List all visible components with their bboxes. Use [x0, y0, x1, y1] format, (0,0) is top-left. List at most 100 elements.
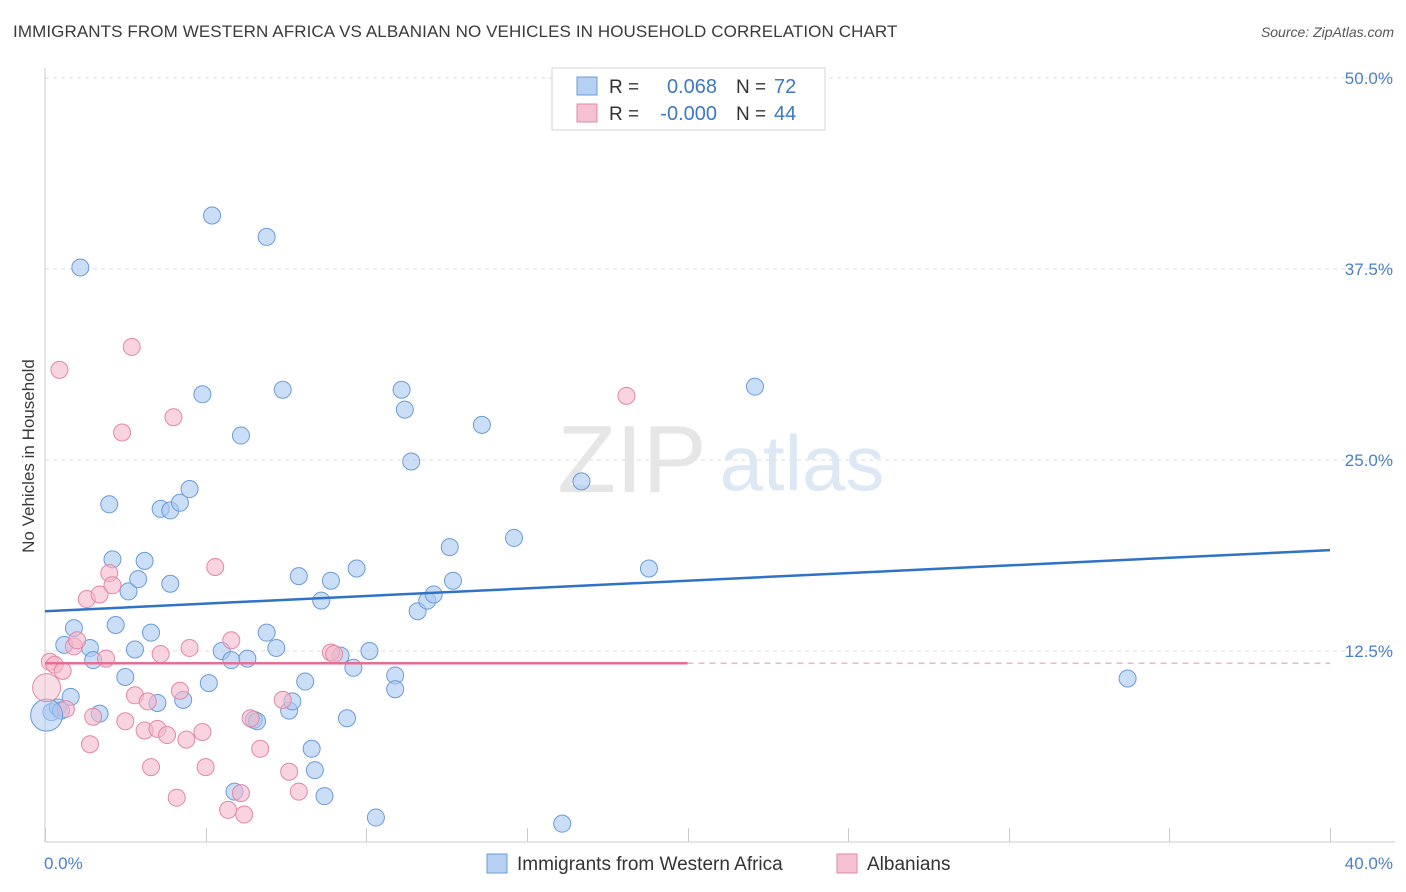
data-point [142, 758, 161, 777]
y-tick-label: 25.0% [1345, 451, 1393, 470]
legend-stats: R = 0.068 N = 72 R = -0.000 N = 44 [551, 67, 826, 131]
data-point [164, 408, 183, 427]
legend-swatch [576, 103, 598, 123]
x-tick-label-right: 40.0% [1345, 854, 1393, 873]
data-point [206, 557, 225, 576]
data-point [392, 380, 411, 399]
data-point [472, 415, 491, 434]
data-point [158, 726, 177, 745]
data-point [231, 784, 250, 803]
data-point [639, 559, 658, 578]
data-point [50, 360, 69, 379]
data-point [337, 709, 356, 728]
data-point [90, 585, 109, 604]
data-point [180, 480, 199, 499]
chart-source: Source: ZipAtlas.com [1260, 24, 1394, 40]
data-point [366, 808, 385, 827]
data-point [138, 692, 157, 711]
series-albanians [40, 337, 636, 824]
watermark-zip: ZIP [557, 406, 706, 513]
data-point [103, 576, 122, 595]
data-point [360, 642, 379, 660]
data-point [296, 672, 315, 691]
legend-r-value: -0.000 [660, 103, 717, 125]
data-point [572, 472, 591, 491]
data-point [440, 538, 459, 557]
data-point [344, 658, 363, 677]
data-point [222, 651, 241, 670]
data-point [231, 426, 250, 445]
data-point [257, 623, 276, 642]
legend-series-label: Albanians [867, 854, 950, 875]
data-point [505, 528, 524, 547]
legend-n-label: N = [736, 104, 766, 125]
data-point [135, 551, 154, 570]
legend-r-value: 0.068 [667, 76, 717, 98]
data-point [142, 623, 161, 642]
legend-n-value: 72 [774, 76, 796, 98]
data-point [116, 712, 135, 731]
data-point [273, 380, 292, 399]
x-tick-label-left: 0.0% [44, 854, 83, 873]
data-point [321, 571, 340, 590]
data-point [196, 758, 215, 777]
watermark: ZIP atlas [557, 406, 884, 513]
data-point [199, 674, 218, 693]
legend-n-value: 44 [774, 103, 796, 125]
data-point [125, 640, 144, 659]
data-point [167, 788, 186, 807]
data-point [443, 571, 462, 590]
data-point [273, 690, 292, 709]
y-tick-label: 50.0% [1345, 69, 1393, 88]
data-point [129, 570, 148, 589]
data-point [71, 258, 90, 277]
data-point [315, 787, 334, 806]
data-point [116, 667, 135, 686]
data-point [347, 559, 366, 578]
data-point [219, 800, 238, 819]
data-point [177, 730, 196, 749]
data-point [395, 400, 414, 419]
data-point [238, 649, 257, 668]
data-point [1118, 669, 1137, 688]
data-point [312, 591, 331, 610]
legend-series-swatch [836, 853, 858, 874]
data-point [386, 680, 405, 699]
watermark-atlas: atlas [720, 419, 885, 507]
legend-series: Immigrants from Western Africa Albanians [486, 853, 950, 875]
data-point [106, 616, 125, 635]
data-point [257, 227, 276, 246]
data-point [402, 452, 421, 471]
data-point [235, 805, 254, 824]
y-axis-label: No Vehicles in Household [19, 359, 38, 553]
data-point [745, 377, 764, 396]
data-point [193, 385, 212, 404]
trend-line-western-africa [44, 548, 1331, 613]
data-point [553, 814, 572, 833]
data-point [151, 645, 170, 664]
data-point [241, 709, 260, 728]
chart-title: IMMIGRANTS FROM WESTERN AFRICA VS ALBANI… [13, 22, 898, 41]
data-point-cluster [32, 673, 62, 703]
data-point [97, 649, 116, 668]
data-point [119, 582, 138, 601]
legend-r-label: R = [609, 77, 639, 98]
data-point [617, 386, 636, 405]
data-point [251, 739, 270, 758]
legend-series-label: Immigrants from Western Africa [517, 854, 783, 875]
legend-series-swatch [486, 853, 508, 874]
data-point [100, 495, 119, 514]
data-point [424, 585, 443, 604]
data-point [305, 761, 324, 780]
y-tick-label: 12.5% [1345, 642, 1393, 661]
x-ticks [45, 828, 1331, 842]
data-point [180, 638, 199, 657]
legend-n-label: N = [736, 77, 766, 98]
data-point [80, 735, 99, 754]
data-point [122, 337, 141, 356]
data-point-cluster [30, 698, 64, 732]
data-point [170, 681, 189, 700]
data-point [267, 638, 286, 657]
